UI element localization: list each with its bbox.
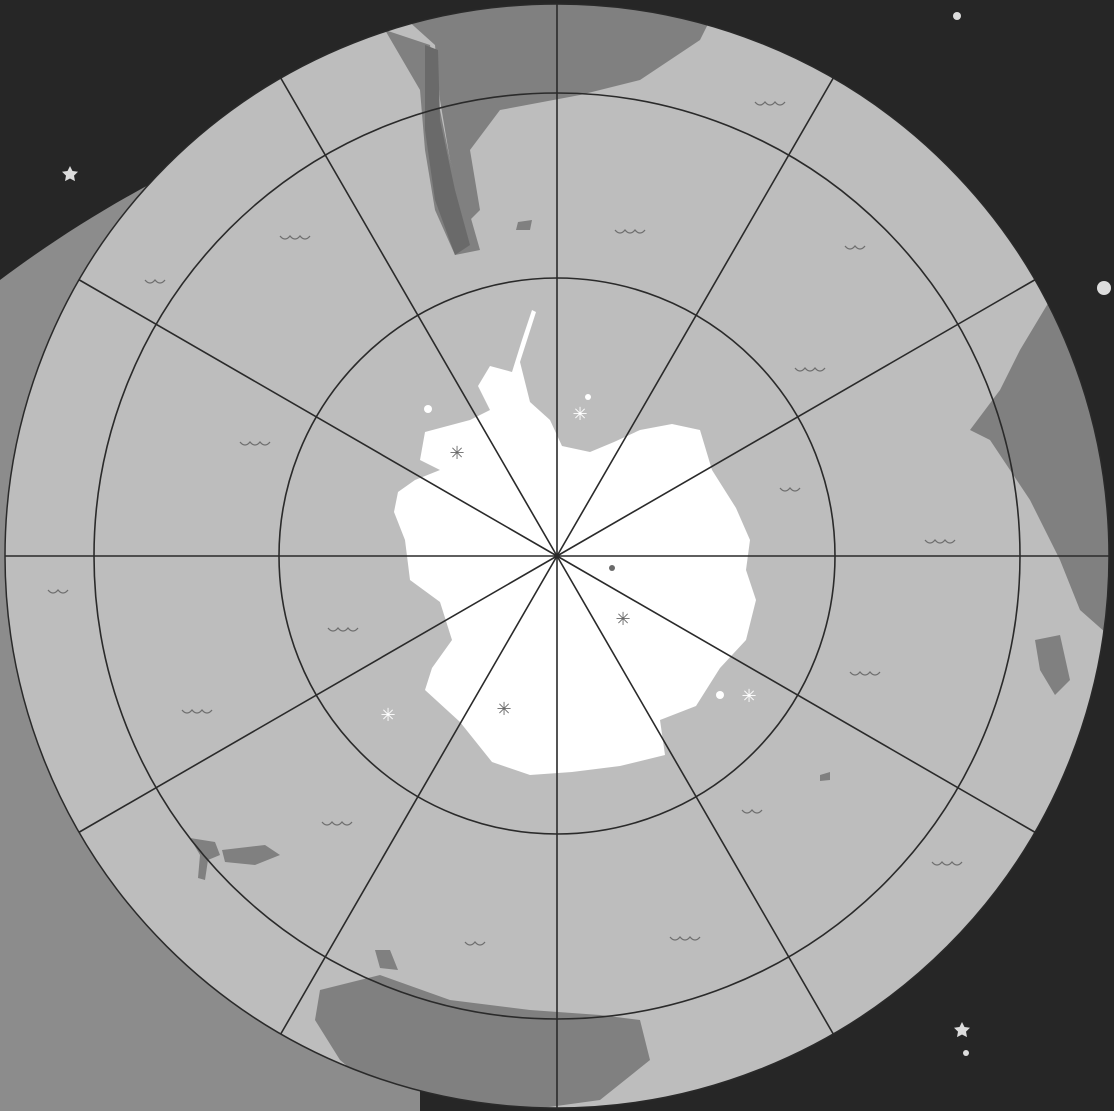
wave xyxy=(279,234,311,240)
wave xyxy=(239,440,271,446)
wave xyxy=(464,940,486,946)
dot xyxy=(609,565,615,571)
wave xyxy=(181,708,213,714)
meridian xyxy=(278,74,558,557)
wave xyxy=(754,100,786,106)
wave xyxy=(614,228,646,234)
wave xyxy=(741,808,763,814)
andes xyxy=(425,45,470,255)
snow-icon: ✳ xyxy=(572,404,587,425)
dot xyxy=(424,405,432,413)
wave xyxy=(144,278,166,284)
meridian xyxy=(278,555,558,1038)
snow-icon: ✳ xyxy=(741,686,756,707)
wave xyxy=(794,366,826,372)
space-dot xyxy=(1097,281,1111,295)
space-dot xyxy=(963,1050,969,1056)
snow-icon: ✳ xyxy=(380,705,395,726)
meridian xyxy=(556,555,836,1038)
wave xyxy=(47,588,69,594)
dot xyxy=(585,394,591,400)
wave xyxy=(844,244,866,250)
snow-icon: ✳ xyxy=(615,609,630,630)
wave xyxy=(321,820,353,826)
dot xyxy=(716,691,724,699)
island xyxy=(516,220,532,230)
waves xyxy=(47,100,963,946)
meridian xyxy=(556,74,836,557)
wave xyxy=(327,626,359,632)
globe-outline xyxy=(4,3,1110,1109)
wave xyxy=(924,538,956,544)
markers: ✳ ✳ ✳ ✳ ✳ ✳ xyxy=(62,12,1111,1056)
space-star xyxy=(954,1022,970,1038)
meridian xyxy=(75,277,558,557)
wave xyxy=(669,935,701,941)
meridian xyxy=(556,277,1039,557)
australia xyxy=(315,975,650,1108)
new-zealand-north xyxy=(222,845,280,865)
snow-icon: ✳ xyxy=(496,699,511,720)
wave xyxy=(849,670,881,676)
wave xyxy=(931,860,963,866)
tasmania xyxy=(375,950,398,970)
snow-icon: ✳ xyxy=(449,443,464,464)
landmasses xyxy=(190,4,1109,1108)
africa xyxy=(970,290,1109,640)
space-dot xyxy=(953,12,961,20)
space-star xyxy=(62,166,78,182)
antarctica xyxy=(394,310,756,775)
meridian xyxy=(75,555,558,835)
south-america-east xyxy=(385,4,720,220)
meridian xyxy=(556,555,1039,835)
wave xyxy=(779,486,801,492)
island xyxy=(820,772,830,781)
madagascar xyxy=(1035,635,1070,695)
